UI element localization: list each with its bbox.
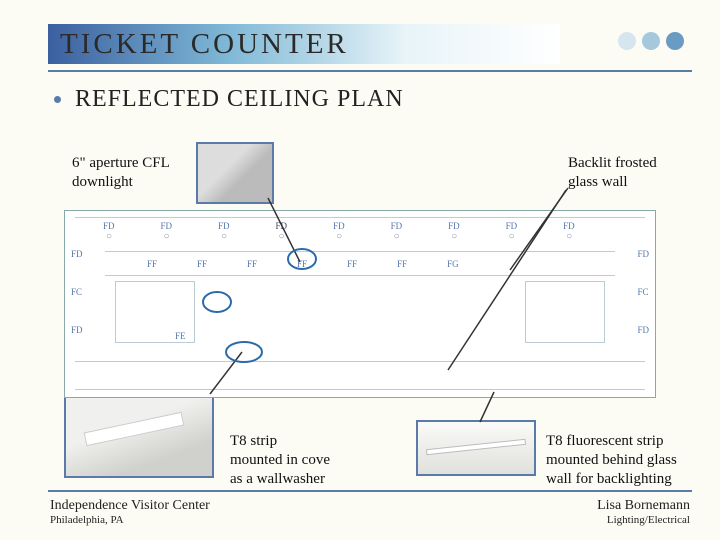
project-location: Philadelphia, PA (50, 514, 210, 526)
title-bar: TICKET COUNTER (48, 22, 692, 66)
fixture-image (66, 392, 212, 476)
fixture-label: FD (448, 221, 460, 231)
fixture-label: FD (71, 249, 83, 259)
fixture-label: FF (297, 259, 307, 269)
fixture-row-fd-top: FD FD FD FD FD FD FD FD FD (91, 221, 575, 231)
fixture-label: FD (637, 325, 649, 335)
counter-outline (115, 281, 195, 343)
discipline: Lighting/Electrical (597, 514, 690, 526)
photo-downlight (196, 142, 274, 204)
fixture-row-ff: FF FF FF FF FF FF FG (135, 259, 459, 269)
fixture-label: FC (637, 287, 649, 297)
ceiling-plan-diagram: FD FD FD FD FD FD FD FD FD FD FC FD FD F… (64, 210, 656, 398)
fixture-label: FD (506, 221, 518, 231)
photo-t8-cove (64, 390, 214, 478)
footer-left: Independence Visitor Center Philadelphia… (50, 498, 210, 526)
photo-t8-backlight (416, 420, 536, 476)
fixture-label: FD (161, 221, 173, 231)
fixture-label: FG (447, 259, 459, 269)
fixture-label: FD (71, 325, 83, 335)
fixture-label: FD (218, 221, 230, 231)
annotation-backlight-strip: T8 fluorescent strip mounted behind glas… (546, 432, 677, 488)
fixture-image (418, 422, 534, 474)
fixture-label: FF (397, 259, 407, 269)
decorative-dots (618, 32, 684, 50)
fixture-label: FF (147, 259, 157, 269)
annotation-backlit-wall: Backlit frosted glass wall (568, 154, 657, 192)
fixture-label: FD (103, 221, 115, 231)
subtitle-row: REFLECTED CEILING PLAN (54, 86, 404, 113)
fixture-label: FF (197, 259, 207, 269)
fixture-label: FD (391, 221, 403, 231)
dot-icon (642, 32, 660, 50)
fixture-col-right: FD FC FD (637, 249, 649, 335)
fixture-image (198, 144, 272, 202)
title-divider (48, 70, 692, 72)
annotation-downlight: 6" aperture CFL downlight (72, 154, 170, 192)
bullet-icon (54, 96, 61, 103)
fixture-label: FD (637, 249, 649, 259)
author-name: Lisa Bornemann (597, 498, 690, 514)
footer-divider (48, 490, 692, 492)
slide-subtitle: REFLECTED CEILING PLAN (75, 86, 404, 113)
slide-title: TICKET COUNTER (60, 28, 349, 61)
fixture-label: FC (71, 287, 83, 297)
fixture-label: FD (563, 221, 575, 231)
title-gradient: TICKET COUNTER (48, 24, 560, 64)
fixture-col-left: FD FC FD (71, 249, 83, 335)
project-name: Independence Visitor Center (50, 498, 210, 514)
fixture-label: FF (347, 259, 357, 269)
dot-icon (666, 32, 684, 50)
annotation-cove-strip: T8 strip mounted in cove as a wallwasher (230, 432, 330, 488)
dot-icon (618, 32, 636, 50)
fixture-label: FD (276, 221, 288, 231)
footer-right: Lisa Bornemann Lighting/Electrical (597, 498, 690, 526)
counter-outline (525, 281, 605, 343)
fixture-label: FD (333, 221, 345, 231)
fixture-label: FF (247, 259, 257, 269)
